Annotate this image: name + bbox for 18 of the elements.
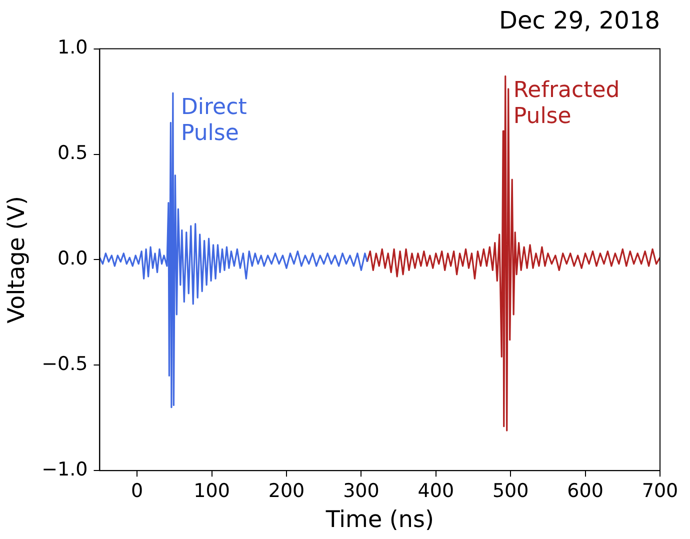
x-axis-title: Time (ns)	[324, 507, 434, 534]
x-tick-label: 0	[131, 480, 144, 502]
y-tick-label: 1.0	[58, 36, 88, 59]
x-tick-label: 500	[492, 480, 529, 502]
y-tick-label: −1.0	[42, 458, 88, 481]
x-tick-label: 100	[194, 480, 230, 502]
x-tick-label: 700	[642, 480, 678, 502]
x-tick-label: 200	[268, 480, 305, 502]
x-tick-label: 600	[567, 480, 604, 502]
x-tick-label: 300	[343, 480, 380, 502]
annotation: Refracted Pulse	[513, 78, 620, 129]
x-tick-label: 400	[418, 480, 454, 502]
y-tick-label: 0.5	[58, 142, 88, 164]
annotation: Direct Pulse	[180, 94, 248, 146]
chart-title: Dec 29, 2018	[499, 6, 660, 35]
y-tick-label: −0.5	[42, 353, 88, 376]
y-axis-title: Voltage (V)	[4, 196, 30, 324]
y-tick-label: 0.0	[58, 248, 88, 270]
